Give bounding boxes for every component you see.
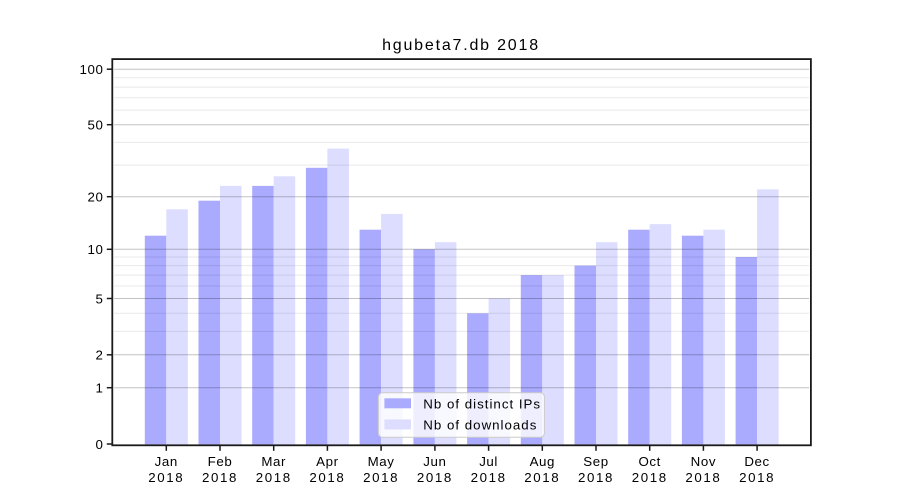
svg-text:Sep: Sep <box>583 454 608 469</box>
svg-text:Jun: Jun <box>423 454 446 469</box>
svg-text:Apr: Apr <box>316 454 339 469</box>
svg-text:5: 5 <box>96 291 104 306</box>
svg-text:50: 50 <box>88 117 104 132</box>
svg-text:Feb: Feb <box>208 454 233 469</box>
svg-text:May: May <box>368 454 395 469</box>
svg-text:Nb of downloads: Nb of downloads <box>423 418 537 433</box>
svg-text:hgubeta7.db 2018: hgubeta7.db 2018 <box>382 37 540 54</box>
svg-text:2018: 2018 <box>632 470 668 485</box>
svg-text:2018: 2018 <box>148 470 184 485</box>
svg-text:Dec: Dec <box>744 454 769 469</box>
svg-text:Aug: Aug <box>530 454 555 469</box>
svg-text:Nb of distinct IPs: Nb of distinct IPs <box>423 397 541 412</box>
svg-text:Jan: Jan <box>155 454 178 469</box>
svg-text:1: 1 <box>96 380 104 395</box>
svg-text:10: 10 <box>88 242 104 257</box>
svg-text:Nov: Nov <box>691 454 716 469</box>
svg-text:Oct: Oct <box>638 454 661 469</box>
svg-text:2018: 2018 <box>471 470 507 485</box>
svg-text:2018: 2018 <box>578 470 614 485</box>
svg-text:20: 20 <box>88 189 104 204</box>
svg-text:Jul: Jul <box>479 454 498 469</box>
svg-text:2018: 2018 <box>256 470 292 485</box>
svg-text:2018: 2018 <box>417 470 453 485</box>
svg-text:2018: 2018 <box>363 470 399 485</box>
svg-text:0: 0 <box>96 437 104 452</box>
svg-text:2018: 2018 <box>739 470 775 485</box>
svg-text:2018: 2018 <box>524 470 560 485</box>
svg-text:100: 100 <box>80 62 104 77</box>
svg-text:2018: 2018 <box>202 470 238 485</box>
svg-text:2018: 2018 <box>685 470 721 485</box>
svg-text:2018: 2018 <box>309 470 345 485</box>
svg-text:Mar: Mar <box>261 454 286 469</box>
svg-text:2: 2 <box>96 348 104 363</box>
